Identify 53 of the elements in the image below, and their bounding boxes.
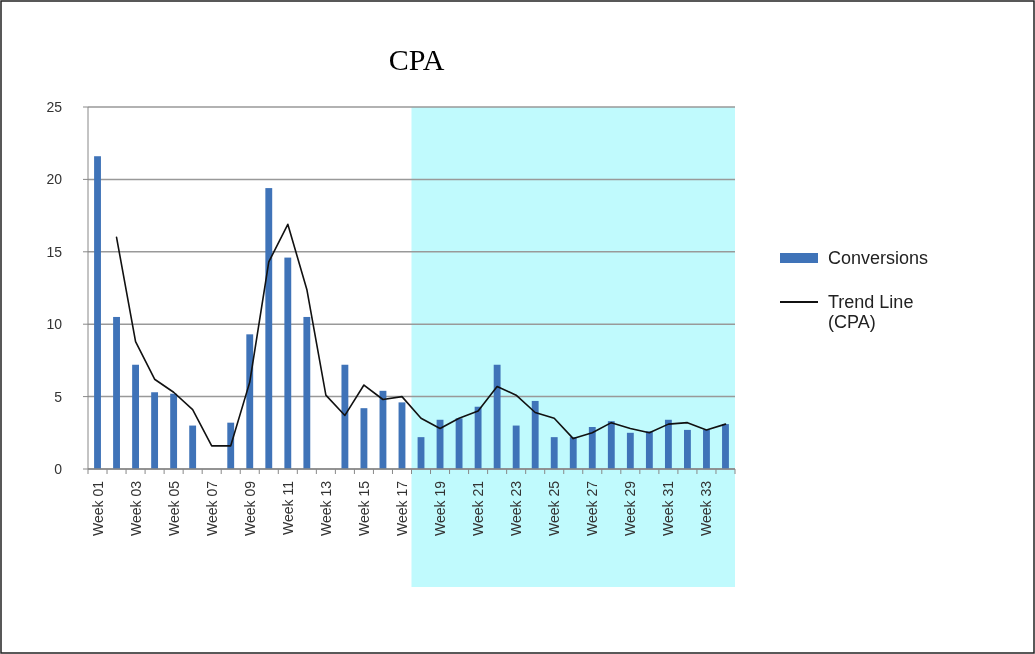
x-tick-label: Week 07 <box>203 480 220 536</box>
x-tick-label: Week 05 <box>165 480 182 536</box>
bar <box>588 427 596 469</box>
y-tick-label: 15 <box>46 243 63 260</box>
bar <box>132 364 139 469</box>
x-tick-label: Week 19 <box>432 480 449 536</box>
y-tick-label: 0 <box>54 460 63 477</box>
x-tick-label: Week 27 <box>584 480 601 536</box>
bar <box>550 437 558 469</box>
x-tick-label: Week 31 <box>660 480 677 536</box>
chart-title: CPA <box>388 43 445 76</box>
bar <box>113 316 120 469</box>
bar <box>94 156 101 469</box>
bar <box>151 392 159 469</box>
bar <box>531 400 539 469</box>
x-tick-label: Week 17 <box>393 480 410 536</box>
legend-label: Trend Line (CPA) <box>828 292 914 333</box>
x-tick-label: Week 11 <box>279 480 296 535</box>
bar <box>227 422 235 469</box>
x-tick-label: Week 29 <box>622 480 639 536</box>
bar <box>284 257 292 469</box>
legend-label: Conversions <box>828 248 929 269</box>
line-series <box>115 223 727 447</box>
x-tick-label: Week 15 <box>355 480 372 536</box>
bar <box>265 188 273 469</box>
y-tick-label: 10 <box>46 316 63 333</box>
bar <box>189 425 197 469</box>
x-tick-label: Week 23 <box>508 480 525 536</box>
bar <box>341 364 349 469</box>
bar <box>664 419 672 469</box>
bar <box>303 316 311 469</box>
bar <box>493 364 501 469</box>
y-tick-label: 25 <box>46 98 63 115</box>
x-tick-label: Week 13 <box>317 480 334 536</box>
x-tick-label: Week 01 <box>89 480 106 536</box>
x-tick-label: Week 03 <box>127 480 144 536</box>
y-tick-label: 20 <box>46 171 63 188</box>
x-tick-label: Week 21 <box>470 480 487 536</box>
bar <box>607 421 615 469</box>
x-tick-label: Week 33 <box>698 480 715 536</box>
y-tick-label: 5 <box>54 388 63 405</box>
bar <box>684 429 691 469</box>
bar <box>722 424 729 469</box>
bar <box>645 431 653 469</box>
bar <box>626 432 634 469</box>
bar <box>703 429 710 469</box>
bar <box>170 393 178 469</box>
bar <box>474 406 482 469</box>
x-tick-label: Week 25 <box>546 480 563 536</box>
bar <box>569 437 577 469</box>
bar <box>512 425 520 469</box>
x-tick-label: Week 09 <box>241 480 258 536</box>
bar <box>246 334 254 469</box>
